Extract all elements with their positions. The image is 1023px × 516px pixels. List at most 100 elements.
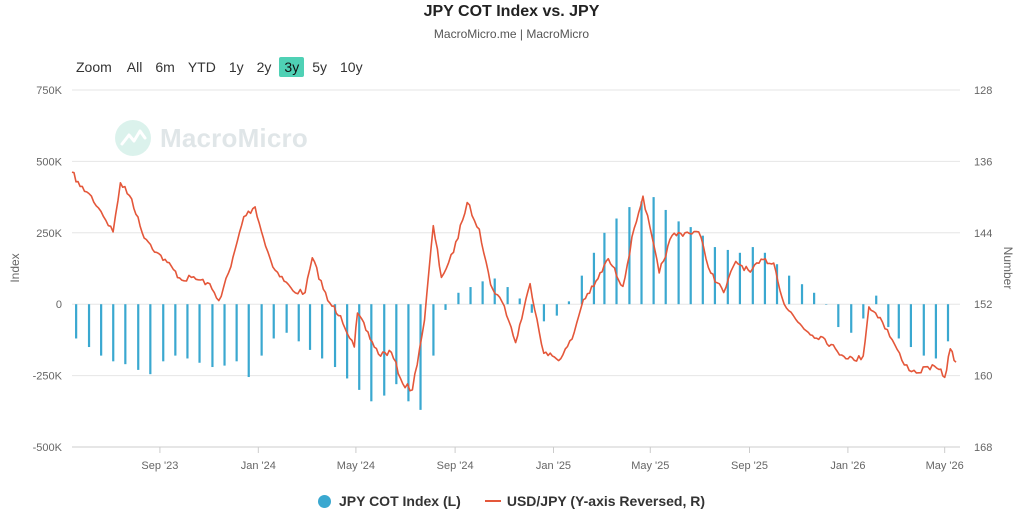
right-tick-label: 136 xyxy=(974,156,992,168)
left-tick-label: 750K xyxy=(36,85,62,97)
cot-bar xyxy=(567,301,571,305)
cot-bar xyxy=(922,304,925,356)
cot-bar xyxy=(370,304,373,402)
usdjpy-line xyxy=(71,171,957,392)
cot-bar xyxy=(395,304,398,385)
cot-bar xyxy=(162,304,165,362)
cot-bar xyxy=(726,249,729,305)
cot-bar xyxy=(897,304,900,339)
legend-item-cot[interactable]: JPY COT Index (L) xyxy=(317,493,461,509)
cot-bar xyxy=(457,292,460,305)
watermark: MacroMicro xyxy=(114,119,308,157)
x-tick-label: Sep '25 xyxy=(731,460,768,472)
legend-label-cot: JPY COT Index (L) xyxy=(338,493,461,509)
chart-title: JPY COT Index vs. JPY xyxy=(423,3,600,20)
x-tick-label: Jan '24 xyxy=(241,460,276,472)
cot-bar xyxy=(432,304,435,356)
cot-bar xyxy=(223,304,226,366)
cot-bar xyxy=(887,304,890,328)
legend-line-icon xyxy=(484,500,501,502)
cot-bar xyxy=(713,247,717,305)
cot-bar xyxy=(640,201,643,305)
cot-bar xyxy=(946,304,950,342)
left-tick-label: 500K xyxy=(36,156,62,168)
zoom-3y-button[interactable]: 3y xyxy=(279,57,305,77)
zoom-5y-button[interactable]: 5y xyxy=(312,59,327,75)
cot-bars xyxy=(75,197,950,410)
usdjpy-series-line xyxy=(71,171,957,392)
macromicro-logo-icon xyxy=(115,120,151,156)
cot-bar xyxy=(469,287,472,305)
cot-bar xyxy=(358,304,361,390)
zoom-label: Zoom xyxy=(76,59,112,75)
legend-item-usdjpy[interactable]: USD/JPY (Y-axis Reversed, R) xyxy=(484,493,706,509)
cot-bar xyxy=(542,304,546,322)
cot-bar xyxy=(186,304,189,359)
cot-bar xyxy=(149,304,152,375)
cot-bar xyxy=(333,304,337,368)
cot-bar xyxy=(506,287,509,305)
cot-bar xyxy=(788,275,791,305)
cot-bar xyxy=(701,235,704,305)
watermark-text: MacroMicro xyxy=(160,122,308,153)
cot-bar xyxy=(321,304,324,359)
right-tick-label: 144 xyxy=(974,228,992,240)
cot-bar xyxy=(260,304,263,356)
right-axis-title: Number xyxy=(1001,247,1015,290)
cot-bar xyxy=(555,304,558,316)
cot-bar xyxy=(763,252,767,305)
cot-bar xyxy=(419,304,422,410)
cot-bar xyxy=(174,304,177,356)
cot-bar xyxy=(383,304,386,396)
cot-bar xyxy=(297,304,300,342)
x-tick-label: May '25 xyxy=(631,460,669,472)
zoom-1y-button[interactable]: 1y xyxy=(228,59,244,75)
cot-bar xyxy=(652,197,655,305)
cot-bar xyxy=(137,304,140,370)
cot-bar xyxy=(909,304,913,348)
zoom-2y-button[interactable]: 2y xyxy=(256,59,272,75)
cot-bar xyxy=(75,304,78,339)
cot-bar xyxy=(346,304,349,379)
legend: JPY COT Index (L) USD/JPY (Y-axis Revers… xyxy=(0,493,1023,509)
cot-bar xyxy=(211,304,214,368)
cot-bar xyxy=(530,304,533,313)
zoom-10y-button[interactable]: 10y xyxy=(340,59,363,75)
left-tick-label: 0 xyxy=(56,299,62,311)
right-tick-label: 168 xyxy=(974,442,992,454)
cot-bar xyxy=(481,281,484,305)
right-tick-label: 128 xyxy=(974,85,992,97)
cot-bar xyxy=(124,304,127,365)
zoom-bar: Zoom All 6m YTD 1y 2y 3y 5y 10y xyxy=(76,55,371,79)
x-tick-label: Jan '25 xyxy=(536,460,571,472)
cot-bar xyxy=(775,264,779,305)
cot-bar xyxy=(825,304,828,305)
cot-bar xyxy=(198,304,201,363)
zoom-6m-button[interactable]: 6m xyxy=(155,59,175,75)
cot-bar xyxy=(518,298,521,305)
zoom-ytd-button[interactable]: YTD xyxy=(187,59,216,75)
right-tick-label: 152 xyxy=(974,299,992,311)
cot-bar xyxy=(751,247,754,305)
cot-bar xyxy=(272,304,275,339)
left-axis-title: Index xyxy=(8,253,22,282)
cot-bar xyxy=(285,304,288,333)
cot-bar xyxy=(247,304,250,378)
cot-bar xyxy=(100,304,103,356)
cot-bar xyxy=(407,304,410,402)
x-tick-label: May '26 xyxy=(926,460,964,472)
cot-bar xyxy=(444,304,447,310)
legend-label-usdjpy: USD/JPY (Y-axis Reversed, R) xyxy=(506,493,706,509)
x-tick-label: May '24 xyxy=(337,460,375,472)
cot-bar xyxy=(592,252,596,305)
cot-bar xyxy=(308,304,312,350)
cot-bar xyxy=(813,292,816,305)
grid-lines xyxy=(72,89,960,448)
right-tick-label: 160 xyxy=(974,371,992,383)
zoom-all-button[interactable]: All xyxy=(126,59,143,75)
cot-bar xyxy=(862,304,865,319)
x-tick-label: Sep '23 xyxy=(141,460,178,472)
cot-bar xyxy=(615,218,618,305)
x-tick-label: Jan '26 xyxy=(830,460,865,472)
